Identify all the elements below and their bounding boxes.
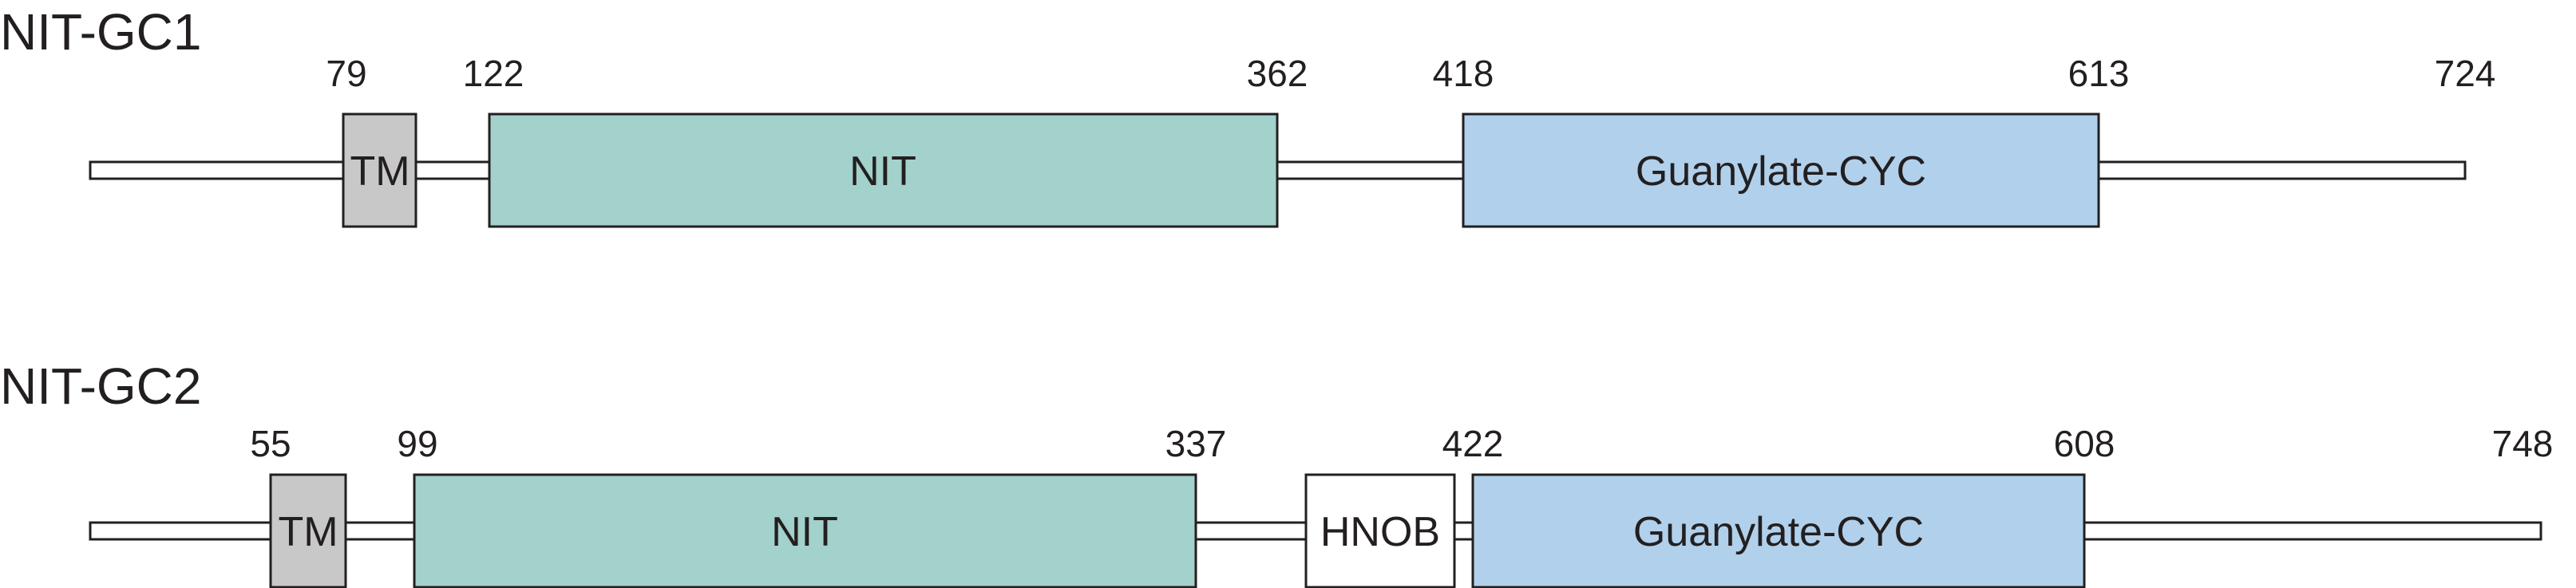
position-label: 122 [463, 53, 524, 94]
position-label: 748 [2492, 423, 2554, 464]
domain-nit [413, 473, 1197, 588]
position-label: 608 [2054, 423, 2115, 464]
position-label: 55 [250, 423, 291, 464]
protein-title: NIT-GC2 [0, 357, 201, 415]
protein-row-nit-gc2: NIT-GC2 TM NIT HNOB Guanylate-CYC 55 99 … [0, 357, 2554, 588]
domain-label-tm: TM [350, 148, 410, 195]
position-label: 422 [1442, 423, 1504, 464]
domain-hnob [1304, 473, 1456, 588]
position-label: 613 [2068, 53, 2130, 94]
domain-guanylate-cyc [1471, 473, 2086, 588]
protein-title: NIT-GC1 [0, 3, 201, 61]
domain-label-guanylate-cyc: Guanylate-CYC [1633, 509, 1924, 555]
domain-label-guanylate-cyc: Guanylate-CYC [1636, 148, 1926, 195]
domain-label-nit: NIT [771, 509, 838, 555]
domain-tm [269, 473, 347, 588]
domain-guanylate-cyc [1462, 112, 2100, 228]
position-label: 418 [1433, 53, 1494, 94]
position-label: 724 [2435, 53, 2496, 94]
domain-nit [488, 112, 1279, 228]
domain-label-tm: TM [278, 509, 338, 555]
protein-row-nit-gc1: NIT-GC1 TM NIT Guanylate-CYC 79 122 362 … [0, 3, 2496, 228]
position-label: 337 [1165, 423, 1227, 464]
domain-label-hnob: HNOB [1320, 509, 1440, 555]
position-label: 362 [1247, 53, 1308, 94]
position-label: 99 [397, 423, 437, 464]
domain-label-nit: NIT [849, 148, 916, 195]
position-label: 79 [326, 53, 366, 94]
domain-tm [342, 112, 417, 228]
